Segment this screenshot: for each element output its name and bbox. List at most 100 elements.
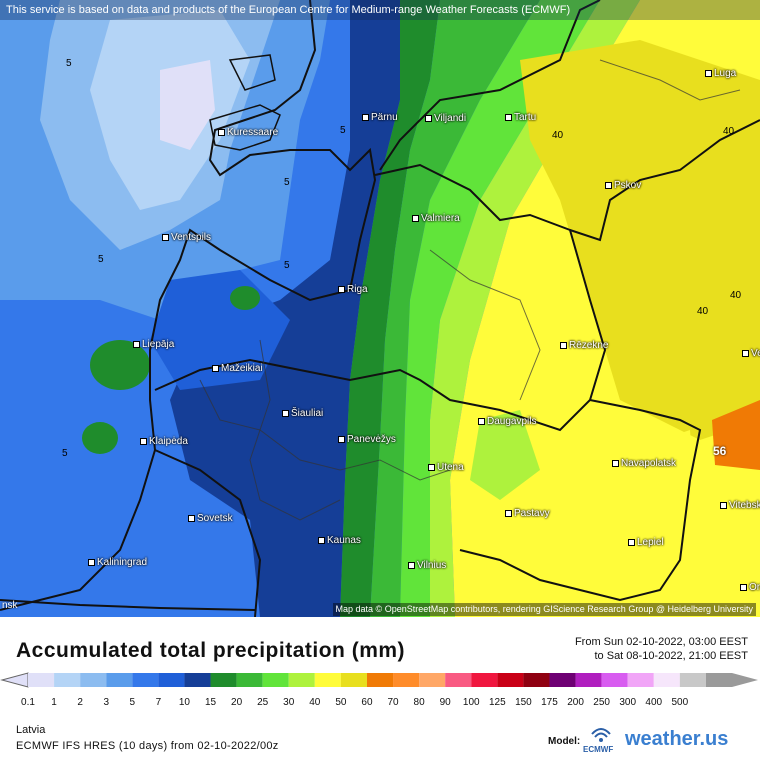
city-pskov[interactable]: Pskov <box>605 180 641 191</box>
scale-tick-label: 1 <box>51 697 57 708</box>
city-dot-icon <box>188 514 195 522</box>
scale-tick-label: 125 <box>488 697 506 708</box>
legend-title: Accumulated total precipitation (mm) <box>16 639 406 662</box>
city-kaunas[interactable]: Kaunas <box>318 535 361 546</box>
map-attribution[interactable]: Map data © OpenStreetMap contributors, r… <box>332 603 756 616</box>
scale-tick-label: 250 <box>593 697 610 708</box>
city-navapolatsk[interactable]: Navapolatsk <box>612 458 676 469</box>
scale-swatch <box>575 673 602 687</box>
scale-tick-label: 50 <box>335 697 347 708</box>
isoline-label: 40 <box>723 126 735 137</box>
precip-zone-20mm <box>370 0 540 617</box>
border-estonia <box>379 0 601 171</box>
city-dot-icon <box>612 459 619 467</box>
city-rezekne[interactable]: Rēzekne <box>560 340 608 351</box>
city-valmiera[interactable]: Valmiera <box>412 213 460 224</box>
city-lepiel[interactable]: Lepiel <box>628 537 664 548</box>
city-velikiye[interactable]: Vel <box>742 348 760 359</box>
city-dot-icon <box>212 364 219 372</box>
coastline <box>0 0 377 611</box>
city-dot-icon <box>705 69 712 77</box>
regional-line-1 <box>199 379 451 481</box>
city-klaipeda[interactable]: Klaipėda <box>140 436 188 447</box>
city-dot-icon <box>505 509 512 517</box>
city-kuressaare[interactable]: Kuressaare <box>218 127 278 138</box>
city-dot-icon <box>412 214 419 222</box>
precip-zone-30mm-patch <box>470 410 540 500</box>
isoline-label: 5 <box>62 448 68 459</box>
city-orsha[interactable]: Orš <box>740 582 760 593</box>
city-dot-icon <box>740 583 747 591</box>
city-dot-icon <box>428 463 435 471</box>
scale-tick-label: 40 <box>309 697 321 708</box>
scale-swatch <box>705 673 732 687</box>
scale-swatch <box>653 673 680 687</box>
city-dot-icon <box>560 341 567 349</box>
scale-tick-label: 3 <box>103 697 109 708</box>
isoline-label: 5 <box>340 125 346 136</box>
isoline-label: 40 <box>697 306 709 317</box>
border-poland <box>0 599 256 611</box>
precip-patch-klaipeda <box>82 422 118 454</box>
scale-swatch <box>262 673 289 687</box>
scale-swatch <box>288 673 315 687</box>
precipitation-map[interactable]: This service is based on data and produc… <box>0 0 760 617</box>
region-name: Latvia <box>16 724 46 736</box>
border-latvia <box>154 163 607 432</box>
city-dot-icon <box>88 558 95 566</box>
weather-us-logo[interactable]: weather.us <box>625 728 729 750</box>
city-parnu[interactable]: Pärnu <box>362 112 398 123</box>
scale-swatch <box>28 673 55 687</box>
regional-line-3 <box>429 249 541 401</box>
city-liepaja[interactable]: Liepāja <box>133 339 174 350</box>
scale-tick-label: 70 <box>387 697 399 708</box>
scale-swatch <box>54 673 81 687</box>
scale-swatch <box>80 673 107 687</box>
scale-tick-label: 60 <box>361 697 373 708</box>
scale-tick-label: 25 <box>257 697 269 708</box>
scale-tick-label: 90 <box>439 697 451 708</box>
border-kaliningrad <box>154 449 262 617</box>
model-label: Model: <box>548 736 581 747</box>
city-tartu[interactable]: Tartu <box>505 112 536 123</box>
scale-tick-label: 0.1 <box>21 697 35 708</box>
precip-zone-10mm <box>170 0 410 617</box>
map-canvas <box>0 0 760 617</box>
scale-swatch <box>340 673 367 687</box>
scale-swatch <box>366 673 394 687</box>
city-ventspils[interactable]: Ventspils <box>162 232 211 243</box>
city-dot-icon <box>133 340 140 348</box>
city-dot-icon <box>628 538 635 546</box>
city-riga[interactable]: Riga <box>338 284 368 295</box>
scale-swatch <box>471 673 498 687</box>
city-vitebsk[interactable]: Vitebsk <box>720 500 760 511</box>
city-pastavy[interactable]: Pastavy <box>505 508 550 519</box>
border-russia <box>569 119 760 242</box>
city-vilnius[interactable]: Vilnius <box>408 560 446 571</box>
color-scale-ticks: 0.1 1 2 3 5 7 10 15 20 25 30 40 50 60 70 80 90 100 125 150 1… <box>0 697 760 711</box>
scale-tick-label: 150 <box>515 697 532 708</box>
city-siauliai[interactable]: Šiauliai <box>282 408 323 419</box>
city-kaliningrad[interactable]: Kaliningrad <box>88 557 147 568</box>
city-luga[interactable]: Luga <box>705 68 736 79</box>
city-sovetsk[interactable]: Sovetsk <box>188 513 233 524</box>
city-panevezys[interactable]: Panevėžys <box>338 434 396 445</box>
scale-swatch <box>549 673 576 687</box>
city-dot-icon <box>505 113 512 121</box>
isoline-label: 40 <box>552 130 564 141</box>
city-viljandi[interactable]: Viljandi <box>425 113 466 124</box>
city-mazeikiai[interactable]: Mažeikiai <box>212 363 263 374</box>
scale-swatch <box>419 673 446 687</box>
city-daugavpils[interactable]: Daugavpils <box>478 416 536 427</box>
scale-tick-label: 400 <box>645 697 663 708</box>
city-utena[interactable]: Utena <box>428 462 464 473</box>
scale-swatch <box>236 673 263 687</box>
period-to: to Sat 08-10-2022, 21:00 EEST <box>594 650 749 662</box>
scale-swatch <box>601 673 628 687</box>
edge-city-label: nsk <box>2 600 18 611</box>
city-dot-icon <box>318 536 325 544</box>
scale-tick-label: 300 <box>619 697 637 708</box>
city-dot-icon <box>162 233 169 241</box>
scale-swatch <box>106 673 133 687</box>
border-belarus <box>459 399 702 602</box>
